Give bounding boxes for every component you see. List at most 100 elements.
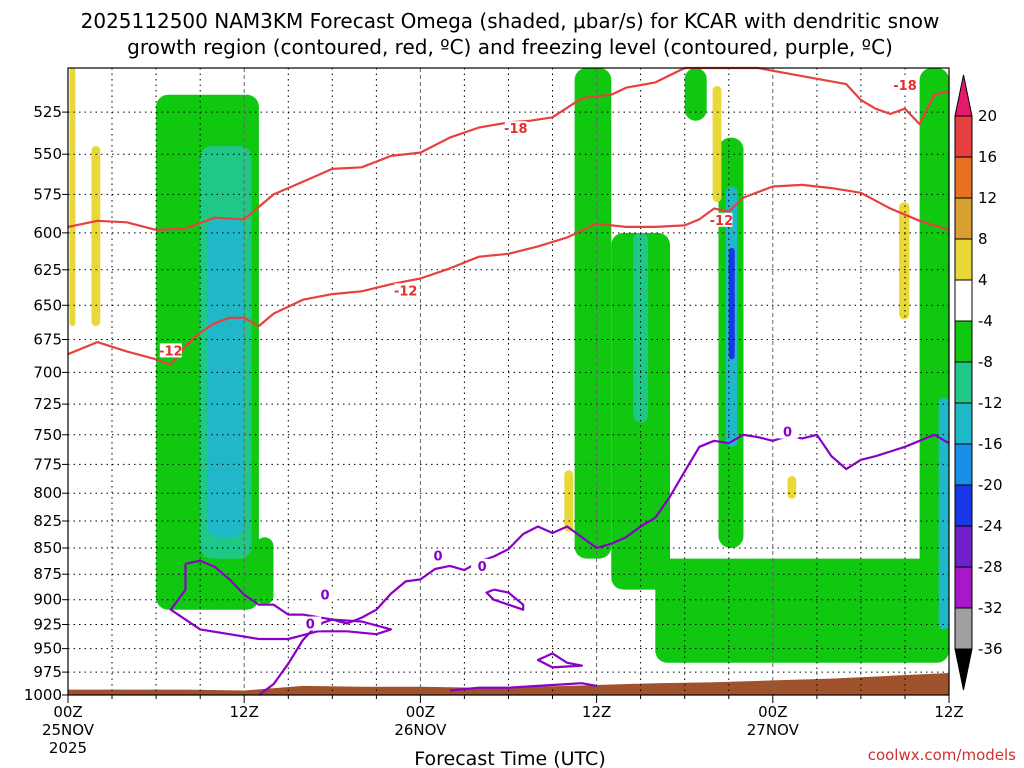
y-tick-label: 950 xyxy=(33,640,62,658)
chart-title-line2: growth region (contoured, red, ºC) and f… xyxy=(127,35,893,59)
y-tick-label: 900 xyxy=(33,591,62,609)
omega-shading-layer xyxy=(69,68,949,663)
omega-shade-region xyxy=(899,202,910,320)
y-tick-label: 1000 xyxy=(24,686,62,704)
freezing-level-contour-label: 0 xyxy=(320,589,329,604)
y-tick-label: 625 xyxy=(33,261,62,279)
dgz-contour-line xyxy=(67,183,950,366)
freezing-level-contour-line xyxy=(485,588,525,611)
colorbar-tick-label: -16 xyxy=(978,435,1003,453)
colorbar-tick-label: -32 xyxy=(978,599,1003,617)
omega-shade-region xyxy=(255,537,274,605)
freezing-level-contour-label: 0 xyxy=(478,560,487,575)
omega-shade-region xyxy=(684,68,707,121)
y-tick-label: 800 xyxy=(33,484,62,502)
dgz-contour-label: -12 xyxy=(710,214,734,229)
freezing-level-contour-label-bg xyxy=(471,558,494,573)
y-tick-label: 775 xyxy=(33,455,62,473)
colorbar-swatch xyxy=(954,74,973,117)
omega-shade-region xyxy=(69,68,76,326)
colorbar-swatch xyxy=(954,361,973,404)
dgz-contour-label: -12 xyxy=(394,284,418,299)
dgz-contour-label: -18 xyxy=(504,122,528,137)
y-tick-label: 750 xyxy=(33,426,62,444)
colorbar-tick-label: -4 xyxy=(978,312,993,330)
colorbar-swatch xyxy=(954,320,973,363)
colorbar-swatch xyxy=(954,607,973,650)
y-tick-label: 725 xyxy=(33,395,62,413)
freezing-level-contour-line xyxy=(258,433,950,696)
colorbar-swatch xyxy=(954,525,973,568)
x-tick-date: 26NOV xyxy=(394,721,447,739)
y-tick-label: 850 xyxy=(33,539,62,557)
x-tick-year: 2025 xyxy=(49,739,87,757)
y-axis: 525 550 575 600 625 650 675 700 725 750 775 800 825 8… xyxy=(24,103,68,704)
omega-shade-region xyxy=(207,217,245,538)
colorbar-swatch xyxy=(954,279,973,322)
x-tick-date: 25NOV xyxy=(42,721,95,739)
y-tick-label: 550 xyxy=(33,145,62,163)
y-tick-label: 875 xyxy=(33,565,62,583)
omega-shade-region xyxy=(91,146,101,326)
x-tick-label: 12Z xyxy=(230,703,259,721)
omega-shade-region xyxy=(574,68,612,559)
y-tick-label: 600 xyxy=(33,224,62,242)
grid-layer xyxy=(68,68,949,696)
colorbar-tick-label: -28 xyxy=(978,558,1003,576)
x-tick-label: 12Z xyxy=(934,703,963,721)
freezing-level-contour-label: 0 xyxy=(783,425,792,440)
freezing-level-contour-line xyxy=(449,682,597,692)
freezing-level-contour-label-bg xyxy=(776,424,799,439)
dgz-contour-label: -12 xyxy=(159,344,183,359)
dgz-contour-label: -18 xyxy=(893,79,917,94)
omega-shade-region xyxy=(728,247,735,360)
dgz-contour-label-bg xyxy=(710,212,733,227)
colorbar-swatch xyxy=(954,402,973,445)
dgz-contour-line xyxy=(728,66,950,126)
colorbar-swatch xyxy=(954,443,973,486)
colorbar-tick-label: -24 xyxy=(978,517,1003,535)
colorbar-swatch xyxy=(954,238,973,281)
y-tick-label: 975 xyxy=(33,663,62,681)
chart-title-line1: 2025112500 NAM3KM Forecast Omega (shaded… xyxy=(81,9,940,33)
colorbar-tick-label: -12 xyxy=(978,394,1003,412)
y-tick-label: 925 xyxy=(33,616,62,634)
omega-shade-region xyxy=(938,397,949,630)
colorbar-swatch xyxy=(954,566,973,609)
colorbar-tick-label: 16 xyxy=(978,148,997,166)
freezing-level-contour-label-bg xyxy=(299,616,322,631)
freezing-level-contour-label: 0 xyxy=(306,618,315,633)
x-axis-label: Forecast Time (UTC) xyxy=(414,748,605,768)
colorbar-tick-label: 20 xyxy=(978,107,997,125)
freezing-level-contour-line xyxy=(169,559,393,641)
freezing-level-contour-label-bg xyxy=(314,587,336,602)
y-tick-label: 575 xyxy=(33,185,62,203)
x-tick-label: 12Z xyxy=(582,703,611,721)
colorbar-tick-label: -8 xyxy=(978,353,993,371)
freezing-level-contour-label-bg xyxy=(427,548,449,563)
dgz-contour-label-bg xyxy=(394,283,417,298)
dgz-contour-layer: -18 -18 -12 -12 -12 xyxy=(67,66,950,366)
colorbar-swatch xyxy=(954,648,973,691)
y-tick-label: 825 xyxy=(33,512,62,530)
freezing-level-contour-line xyxy=(536,652,583,669)
colorbar-tick-label: 12 xyxy=(978,189,997,207)
colorbar-swatch xyxy=(954,197,973,240)
omega-shade-region xyxy=(712,85,722,203)
y-tick-label: 650 xyxy=(33,296,62,314)
x-tick-label: 00Z xyxy=(758,703,787,721)
freezing-level-contour-label: 0 xyxy=(433,550,442,565)
colorbar-tick-label: 8 xyxy=(978,230,988,248)
dgz-contour-label-bg xyxy=(894,77,916,92)
colorbar-tick-label: -20 xyxy=(978,476,1003,494)
dgz-contour-label-bg xyxy=(159,343,182,358)
x-tick-date: 27NOV xyxy=(747,721,800,739)
x-tick-label: 00Z xyxy=(53,703,82,721)
dgz-contour-line xyxy=(67,66,729,231)
dgz-contour-label-bg xyxy=(504,121,527,136)
x-tick-label: 00Z xyxy=(406,703,435,721)
